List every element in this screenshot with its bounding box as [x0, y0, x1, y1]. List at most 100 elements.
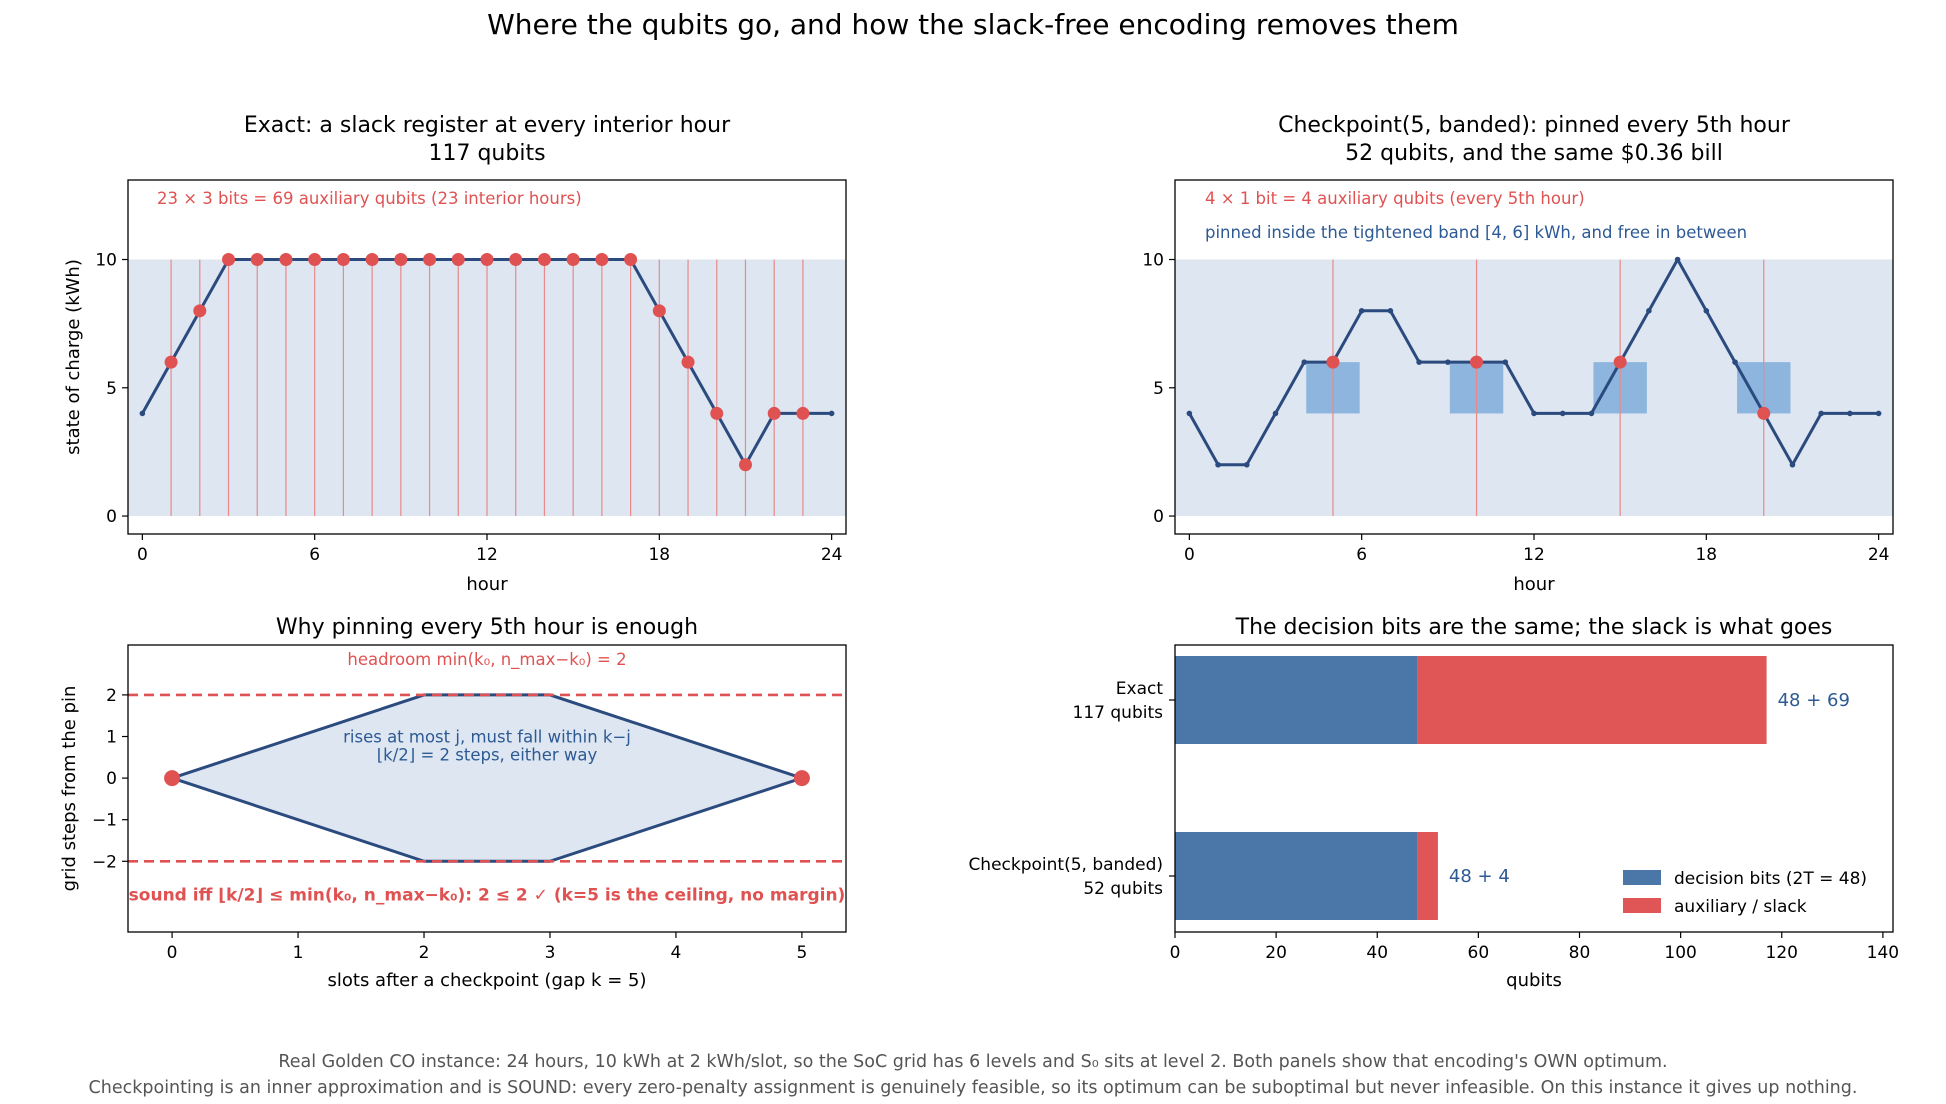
slack-marker	[250, 253, 264, 267]
y-tick-label: −1	[92, 811, 117, 831]
slack-marker	[1470, 355, 1484, 369]
y-axis-label: grid steps from the pin	[59, 686, 80, 892]
soc-point	[828, 410, 835, 417]
soc-point	[1875, 410, 1882, 417]
x-tick-label: 140	[1867, 943, 1899, 963]
qubit-breakdown-panel: 48 + 69 Exact 117 qubits 48 + 4 Checkpoint(5…	[968, 615, 1899, 991]
x-axis-label: qubits	[1506, 970, 1562, 991]
y-axis-label: state of charge (kWh)	[63, 259, 84, 455]
envelope-annotation-line-2: ⌊k/2⌋ = 2 steps, either way	[377, 746, 598, 765]
x-tick-label: 60	[1468, 943, 1490, 963]
x-tick-label: 2	[419, 943, 430, 963]
x-tick-label: 4	[671, 943, 682, 963]
x-axis-label: slots after a checkpoint (gap k = 5)	[328, 970, 647, 991]
legend-label: decision bits (2T = 48)	[1674, 869, 1867, 889]
slack-marker	[509, 253, 523, 267]
x-tick-label: 18	[1695, 545, 1717, 565]
slack-marker	[193, 304, 207, 318]
plot-frame	[1174, 644, 1894, 933]
x-tick-label: 24	[821, 545, 843, 565]
y-tick-label: 5	[106, 379, 117, 399]
plot-frame	[127, 644, 847, 933]
slack-count-annotation: 4 × 1 bit = 4 auxiliary qubits (every 5t…	[1205, 189, 1585, 208]
soc-point	[1732, 359, 1738, 365]
category-label: Exact	[1116, 679, 1164, 699]
y-tick-label: 1	[106, 728, 117, 748]
y-tick-label: 10	[1142, 251, 1164, 271]
y-tick-label: 5	[1153, 379, 1164, 399]
legend-swatch-slack	[1623, 898, 1661, 913]
soc-point	[1358, 308, 1365, 314]
slack-marker	[566, 253, 580, 267]
x-tick-label: 0	[137, 545, 148, 565]
x-axis-label: hour	[1513, 574, 1555, 595]
soc-point	[1387, 308, 1394, 314]
x-tick-label: 0	[1170, 943, 1181, 963]
soc-point	[1531, 410, 1537, 417]
checkpoint-soc-panel: 0 6 12 18 24 0 5 10 Checkpoint(5, banded): pinne…	[1142, 113, 1894, 595]
y-tick-label: 0	[1153, 507, 1164, 527]
x-tick-label: 1	[293, 943, 304, 963]
soc-point	[1559, 410, 1566, 417]
panel-title: Exact: a slack register at every interio…	[244, 113, 731, 138]
slack-marker	[767, 406, 781, 420]
soc-point	[1847, 410, 1853, 417]
slack-marker	[710, 406, 724, 420]
x-tick-label: 0	[1184, 545, 1195, 565]
x-tick-label: 24	[1868, 545, 1890, 565]
soc-point	[1703, 308, 1710, 314]
envelope-annotation-line-1: rises at most j, must fall within k−j	[343, 728, 631, 747]
soundness-annotation: sound iff ⌊k/2⌋ ≤ min(k₀, n_max−k₀): 2 ≤…	[129, 886, 846, 906]
y-tick-label: 0	[106, 769, 117, 789]
y-tick-label: 0	[106, 507, 117, 527]
soc-point	[1272, 410, 1279, 417]
x-tick-label: 3	[545, 943, 556, 963]
slack-marker	[1613, 355, 1627, 369]
soc-point	[1301, 359, 1308, 365]
soc-point	[1588, 410, 1595, 417]
legend-swatch-decision	[1623, 870, 1661, 885]
bar-total-label: 48 + 69	[1778, 690, 1850, 711]
slack-marker	[1757, 406, 1771, 420]
slack-marker	[652, 304, 666, 318]
soc-point	[1646, 308, 1652, 314]
soc-point	[1789, 461, 1796, 468]
slack-marker	[336, 253, 350, 267]
footer-line-1: Real Golden CO instance: 24 hours, 10 kW…	[278, 1052, 1667, 1072]
soc-point	[1215, 461, 1221, 468]
panel-subtitle: 52 qubits, and the same $0.36 bill	[1345, 141, 1723, 166]
slack-marker	[308, 253, 322, 267]
slack-marker	[796, 406, 810, 420]
x-tick-label: 100	[1664, 943, 1696, 963]
x-tick-label: 6	[1356, 545, 1367, 565]
x-tick-label: 20	[1265, 943, 1287, 963]
slack-marker	[537, 253, 551, 267]
headroom-annotation: headroom min(k₀, n_max−k₀) = 2	[347, 650, 626, 670]
soc-point	[1674, 256, 1681, 263]
panel-title: Checkpoint(5, banded): pinned every 5th …	[1278, 113, 1791, 138]
slack-marker	[738, 458, 752, 472]
slack-marker	[394, 253, 408, 267]
slack-marker	[222, 253, 236, 267]
x-tick-label: 12	[1523, 545, 1545, 565]
y-tick-label: −2	[92, 852, 117, 872]
x-tick-label: 80	[1569, 943, 1591, 963]
slack-marker	[164, 355, 178, 369]
exact-soc-panel: 0 6 12 18 24 0 5 10 Exact: a slack register at e…	[63, 113, 847, 595]
soc-point	[1416, 359, 1422, 365]
envelope-panel: 0 1 2 3 4 5 −2 −1 0 1 2 Why pinning every 5th hour …	[59, 615, 847, 991]
y-tick-label: 10	[95, 251, 117, 271]
slack-marker	[1326, 355, 1340, 369]
reachable-envelope-fill	[172, 694, 802, 862]
slack-marker	[423, 253, 437, 267]
panel-title: The decision bits are the same; the slac…	[1235, 615, 1833, 640]
slack-marker	[365, 253, 379, 267]
x-tick-label: 18	[648, 545, 670, 565]
x-tick-label: 120	[1766, 943, 1798, 963]
slack-marker	[595, 253, 609, 267]
slack-marker	[451, 253, 465, 267]
checkpoint-pin	[793, 770, 810, 787]
x-tick-label: 6	[309, 545, 320, 565]
x-tick-label: 12	[476, 545, 498, 565]
